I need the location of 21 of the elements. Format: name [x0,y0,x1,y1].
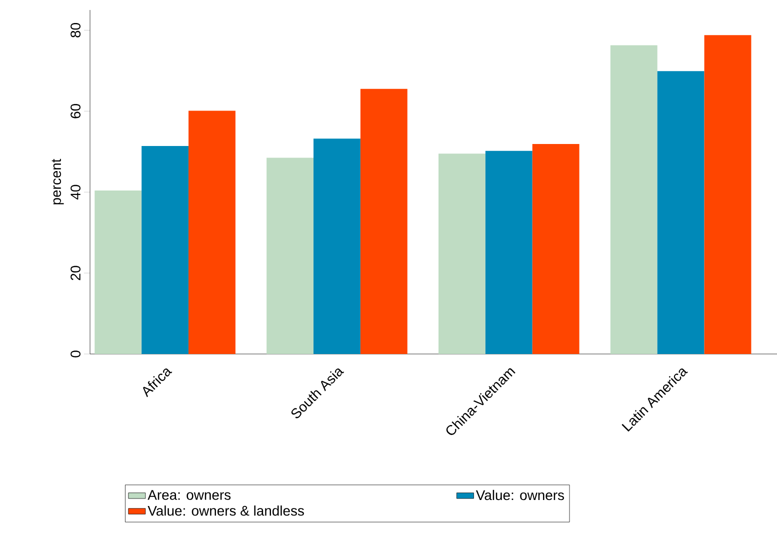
y-axis-title: percent [52,158,64,204]
bar [142,146,189,354]
y-tick-label: 40 [70,184,80,200]
bar [314,138,360,354]
bar [704,35,752,354]
bar [485,150,532,354]
bar [188,110,236,354]
legend-label: Area: owners [148,490,231,500]
bar [657,71,704,354]
y-tick-label: 20 [70,266,80,280]
bar [610,45,658,354]
y-tick-label: 0 [70,350,80,358]
y-tick-label: 80 [70,23,80,38]
bar [360,88,408,354]
bar [266,158,314,354]
bar [94,190,142,354]
bar [438,154,486,354]
legend-label: Value: owners & landless [148,505,304,516]
y-tick-label: 60 [70,104,80,118]
bar [532,144,580,354]
legend-label: Value: owners [476,490,564,500]
